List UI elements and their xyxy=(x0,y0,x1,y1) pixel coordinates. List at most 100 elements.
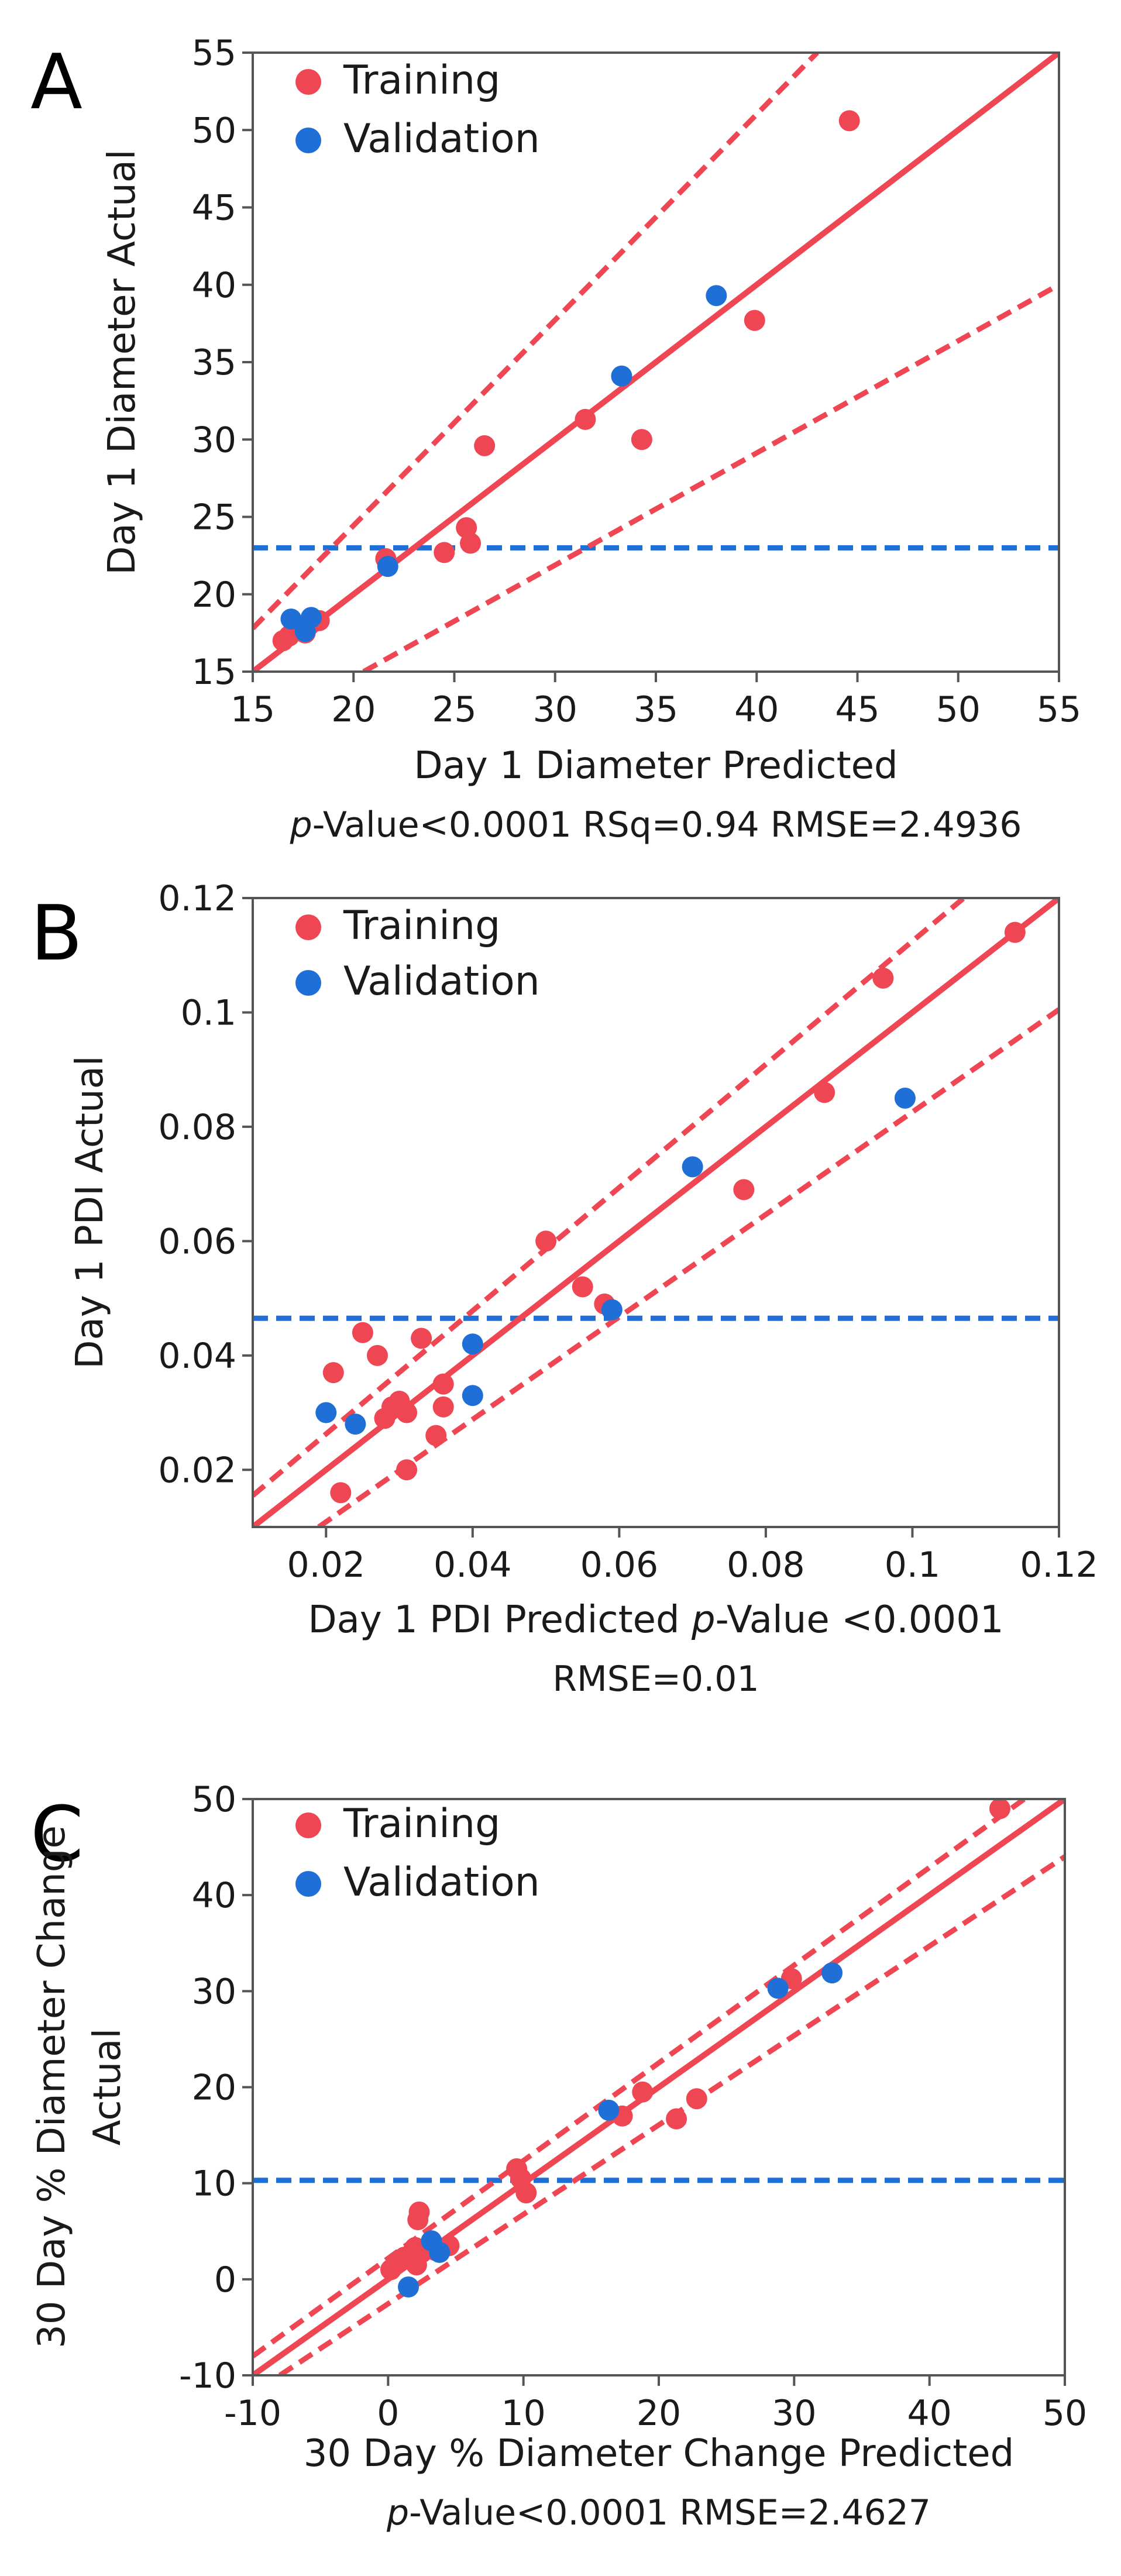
stats-text: -Value<0.0001 RMSE=2.4627 xyxy=(409,2492,931,2533)
training-point xyxy=(352,1322,373,1343)
y-tick-label: 10 xyxy=(192,2164,236,2204)
training-point xyxy=(460,532,482,554)
plot-area xyxy=(253,1799,1065,2375)
x-tick-label: 0.12 xyxy=(1020,1545,1098,1586)
x-tick-label: 20 xyxy=(331,689,376,730)
y-tick-label: 0.02 xyxy=(158,1450,236,1491)
legend-training-marker xyxy=(295,914,321,940)
x-tick-label: 25 xyxy=(432,689,476,730)
y-axis-label: 30 Day % Diameter Change xyxy=(30,1825,74,2348)
x-tick-label: 40 xyxy=(907,2393,951,2434)
panel-letter: A xyxy=(30,37,82,126)
x-tick-label: 55 xyxy=(1037,689,1081,730)
y-tick-label: 0.08 xyxy=(158,1107,236,1148)
stats-line: p-Value<0.0001 RMSE=2.4627 xyxy=(386,2492,931,2533)
x-tick-label: -10 xyxy=(224,2393,281,2434)
training-point xyxy=(872,967,894,989)
x-axis-label: Day 1 PDI Predicted xyxy=(308,1598,692,1642)
confidence-line-2 xyxy=(317,1007,1059,1527)
p-symbol: p xyxy=(290,804,312,845)
y-tick-label: 25 xyxy=(192,497,236,538)
y-tick-label: 0.06 xyxy=(158,1221,236,1262)
training-point xyxy=(686,2088,707,2110)
confidence-line-1 xyxy=(253,1799,1026,2358)
y-tick-label: 55 xyxy=(192,33,236,74)
validation-point xyxy=(894,1088,916,1109)
x-axis-label-with-stats: Day 1 PDI Predicted p-Value <0.0001 xyxy=(308,1598,1003,1642)
x-tick-label: 45 xyxy=(835,689,879,730)
y-tick-label: 15 xyxy=(192,652,236,693)
legend-training-label: Training xyxy=(343,57,500,104)
x-tick-label: 35 xyxy=(634,689,678,730)
validation-point xyxy=(315,1402,337,1423)
x-axis-label: 30 Day % Diameter Change Predicted xyxy=(304,2432,1015,2475)
training-point xyxy=(425,1425,447,1446)
y-tick-label: 40 xyxy=(192,265,236,306)
x-tick-label: 0 xyxy=(377,2393,399,2434)
x-tick-label: 0.04 xyxy=(434,1545,512,1586)
stats-line2: RMSE=0.01 xyxy=(552,1659,759,1700)
y-axis-label-line2: Actual xyxy=(86,2028,129,2146)
validation-point xyxy=(767,1977,789,1999)
training-point xyxy=(330,1482,352,1504)
training-point xyxy=(396,1402,418,1423)
p-symbol: p xyxy=(386,2492,409,2533)
legend-validation-marker xyxy=(295,1871,321,1897)
training-point xyxy=(408,2201,430,2223)
training-point xyxy=(631,429,652,450)
x-tick-label: 0.06 xyxy=(580,1545,659,1586)
legend-validation-label: Validation xyxy=(343,958,540,1005)
x-tick-label: 50 xyxy=(936,689,981,730)
legend-training-marker xyxy=(295,69,321,95)
stats-text: -Value <0.0001 xyxy=(716,1598,1004,1642)
x-tick-label: 0.02 xyxy=(287,1545,365,1586)
validation-point xyxy=(598,2099,620,2121)
y-tick-label: 35 xyxy=(192,342,236,383)
confidence-line-1 xyxy=(253,53,819,631)
confidence-line-1 xyxy=(253,898,966,1498)
validation-point xyxy=(601,1299,623,1320)
p-symbol: p xyxy=(691,1598,716,1642)
legend-validation-marker xyxy=(295,128,321,153)
validation-point xyxy=(611,365,632,387)
x-tick-label: 30 xyxy=(533,689,577,730)
validation-point xyxy=(377,556,398,577)
validation-point xyxy=(821,1962,843,1984)
plot-area xyxy=(253,53,1059,672)
stats-text: -Value<0.0001 RSq=0.94 RMSE=2.4936 xyxy=(312,804,1022,845)
legend-training-label: Training xyxy=(343,903,500,949)
y-tick-label: 0 xyxy=(214,2259,236,2300)
training-point xyxy=(1004,921,1026,943)
validation-point xyxy=(300,607,322,628)
training-point xyxy=(733,1179,755,1201)
y-axis-label: Day 1 Diameter Actual xyxy=(101,149,144,575)
stats-line: p-Value<0.0001 RSq=0.94 RMSE=2.4936 xyxy=(290,804,1022,845)
x-tick-label: 10 xyxy=(501,2393,545,2434)
legend-validation-label: Validation xyxy=(343,1859,540,1906)
y-tick-label: 45 xyxy=(192,188,236,229)
y-tick-label: 0.1 xyxy=(181,992,236,1033)
training-point xyxy=(515,2182,537,2204)
validation-point xyxy=(706,285,727,307)
x-tick-label: 30 xyxy=(772,2393,816,2434)
chart-panel-C: C -10 0 10 20 30 40 50 -10 0 10 20 30 40 50 Training Val… xyxy=(30,1779,1087,2533)
training-point xyxy=(575,408,596,430)
x-tick-label: 50 xyxy=(1043,2393,1087,2434)
validation-point xyxy=(280,608,302,630)
training-point xyxy=(838,110,860,132)
y-tick-label: 20 xyxy=(192,2068,236,2109)
training-point xyxy=(989,1799,1010,1820)
validation-point xyxy=(429,2241,451,2263)
validation-point xyxy=(345,1413,366,1435)
x-tick-label: 0.1 xyxy=(885,1545,940,1586)
x-tick-label: 40 xyxy=(734,689,779,730)
training-point xyxy=(632,2081,654,2103)
x-tick-label: 0.08 xyxy=(727,1545,805,1586)
y-tick-label: 50 xyxy=(192,110,236,151)
training-point xyxy=(744,309,765,331)
legend-training-marker xyxy=(295,1813,321,1838)
training-point xyxy=(474,435,496,456)
y-tick-label: -10 xyxy=(179,2355,236,2396)
legend-validation-marker xyxy=(295,970,321,996)
validation-point xyxy=(462,1385,483,1406)
